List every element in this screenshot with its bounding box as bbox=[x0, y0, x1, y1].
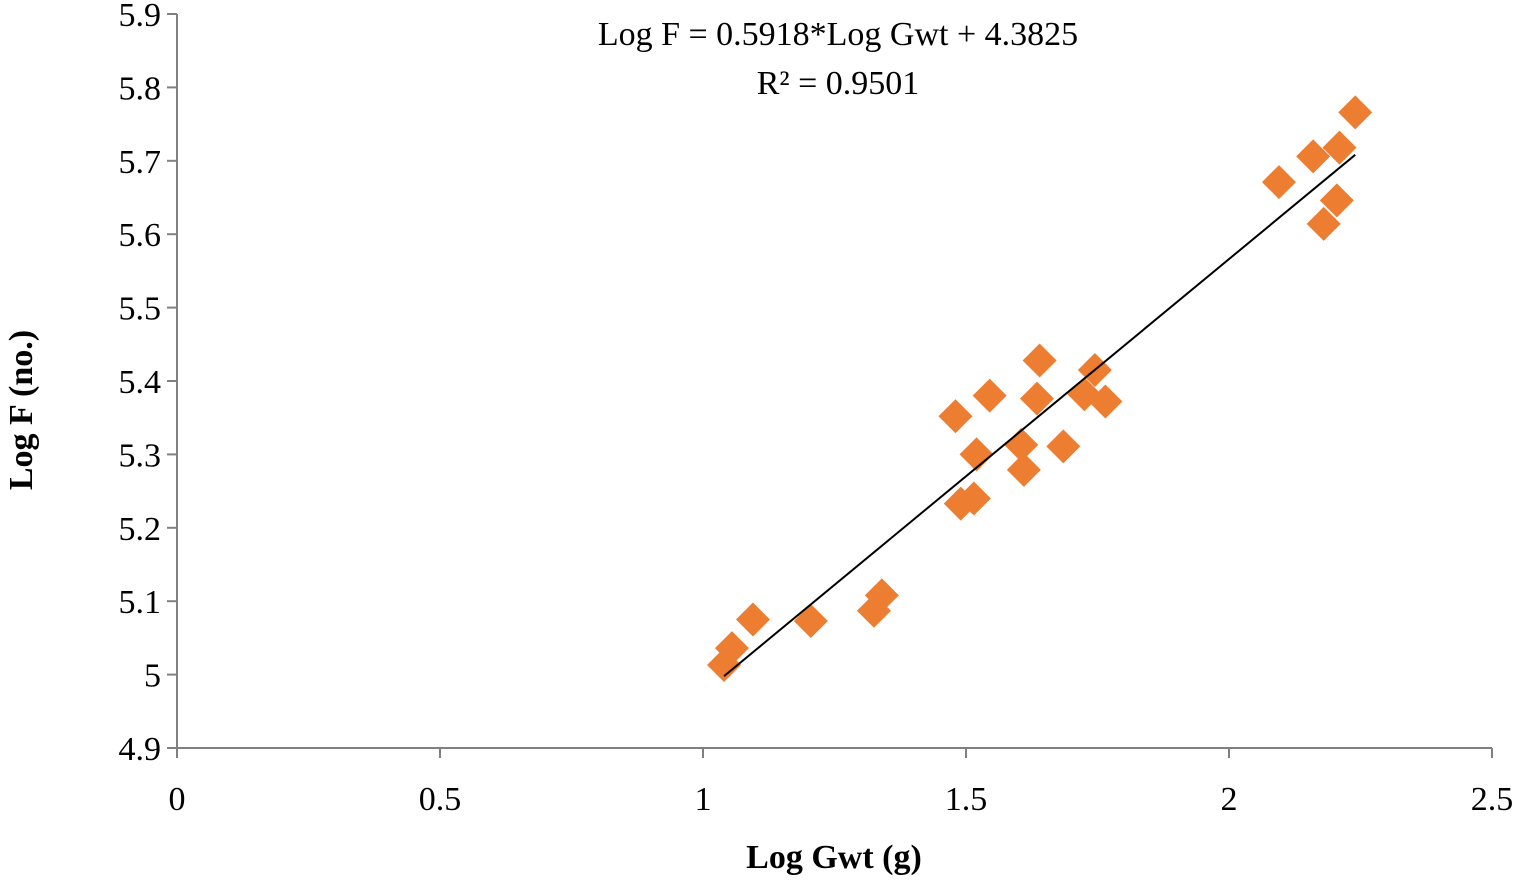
y-tick-label: 5.4 bbox=[119, 364, 162, 401]
y-tick-label: 5 bbox=[144, 658, 161, 695]
y-tick-label: 5.5 bbox=[119, 291, 162, 328]
r-squared-label: R² = 0.9501 bbox=[757, 65, 920, 102]
x-tick-label: 1 bbox=[695, 781, 712, 818]
y-ticks: 4.9 5 5.1 5.2 5.3 5.4 5.5 5.6 5.7 5.8 5.9 bbox=[119, 0, 177, 768]
data-point bbox=[1006, 452, 1041, 487]
y-tick-label: 5.1 bbox=[119, 584, 162, 621]
trendline bbox=[723, 154, 1356, 677]
y-tick-label: 5.2 bbox=[119, 511, 162, 548]
x-tick-label: 2 bbox=[1221, 781, 1238, 818]
x-tick-label: 0.5 bbox=[419, 781, 462, 818]
y-axis: 4.9 5 5.1 5.2 5.3 5.4 5.5 5.6 5.7 5.8 5.9 bbox=[119, 0, 178, 768]
data-point bbox=[1020, 381, 1055, 416]
data-point bbox=[1046, 429, 1081, 464]
x-tick-label: 2.5 bbox=[1471, 781, 1514, 818]
data-point bbox=[1338, 95, 1373, 130]
x-tick-label: 0 bbox=[169, 781, 186, 818]
data-point bbox=[1306, 206, 1341, 241]
y-tick-label: 5.8 bbox=[119, 70, 162, 107]
x-axis-title: Log Gwt (g) bbox=[746, 839, 922, 876]
y-tick-label: 5.3 bbox=[119, 437, 162, 474]
y-tick-label: 5.9 bbox=[119, 0, 162, 34]
data-point bbox=[938, 399, 973, 434]
data-point bbox=[1261, 165, 1296, 200]
y-axis-title: Log F (no.) bbox=[3, 330, 40, 490]
trendline-equation: Log F = 0.5918*Log Gwt + 4.3825 bbox=[598, 16, 1078, 53]
data-point bbox=[1296, 139, 1331, 174]
y-tick-label: 5.6 bbox=[119, 217, 162, 254]
y-tick-label: 4.9 bbox=[119, 731, 162, 768]
data-point bbox=[1319, 183, 1354, 218]
data-points bbox=[707, 95, 1373, 683]
data-point bbox=[972, 378, 1007, 413]
x-axis: 0 0.5 1 1.5 2 2.5 bbox=[169, 747, 1514, 818]
y-tick-label: 5.7 bbox=[119, 144, 162, 181]
data-point bbox=[793, 604, 828, 639]
data-point bbox=[714, 631, 749, 666]
data-point bbox=[1322, 130, 1357, 165]
x-tick-label: 1.5 bbox=[945, 781, 988, 818]
data-point bbox=[735, 602, 770, 637]
x-ticks: 0 0.5 1 1.5 2 2.5 bbox=[169, 748, 1514, 818]
data-point bbox=[959, 437, 994, 472]
data-point bbox=[1022, 343, 1057, 378]
data-point bbox=[956, 481, 991, 516]
data-point bbox=[1004, 427, 1039, 462]
data-point bbox=[864, 578, 899, 613]
data-point bbox=[1088, 384, 1123, 419]
